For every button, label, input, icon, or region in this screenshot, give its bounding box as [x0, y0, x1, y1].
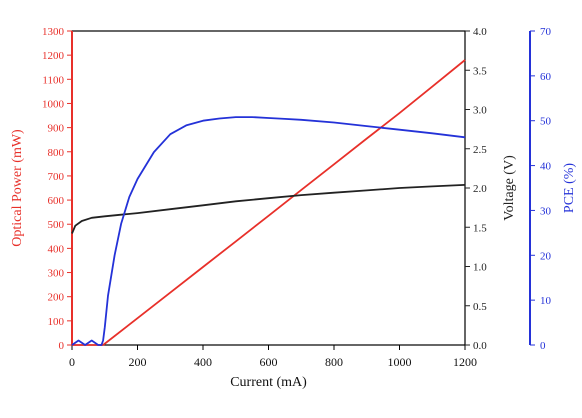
pce-tick-label: 60 — [540, 71, 552, 83]
pce-tick-label: 20 — [540, 250, 552, 262]
voltage-tick-label: 3.5 — [473, 65, 487, 77]
x-tick-label: 400 — [194, 355, 212, 369]
power-tick-label: 0 — [59, 340, 65, 352]
pce-tick-label: 50 — [540, 116, 552, 128]
power-tick-label: 1300 — [42, 26, 65, 38]
voltage-axis-label: Voltage (V) — [502, 155, 517, 221]
pce-tick-label: 40 — [540, 161, 552, 173]
power-tick-label: 400 — [48, 243, 65, 255]
pce-tick-label: 10 — [540, 295, 552, 307]
x-tick-label: 1000 — [388, 355, 412, 369]
x-tick-label: 600 — [260, 355, 278, 369]
pce-tick-label: 70 — [540, 26, 552, 38]
power-tick-label: 600 — [48, 195, 65, 207]
x-tick-label: 800 — [325, 355, 343, 369]
power-tick-label: 300 — [48, 268, 65, 280]
x-tick-label: 0 — [69, 355, 75, 369]
power-tick-label: 100 — [48, 316, 65, 328]
voltage-tick-label: 4.0 — [473, 26, 487, 38]
voltage-series-line — [71, 184, 466, 234]
power-series-line — [72, 59, 466, 346]
power-tick-label: 1100 — [42, 74, 64, 86]
pce-series-line — [71, 116, 466, 346]
pce-axis-label: PCE (%) — [562, 163, 577, 214]
x-tick-label: 1200 — [453, 355, 477, 369]
voltage-tick-label: 0.0 — [473, 340, 487, 352]
voltage-tick-label: 2.5 — [473, 144, 487, 156]
power-tick-label: 800 — [48, 147, 65, 159]
power-axis-label: Optical Power (mW) — [10, 129, 25, 247]
power-tick-label: 200 — [48, 292, 65, 304]
voltage-tick-label: 1.5 — [473, 222, 487, 234]
power-tick-label: 900 — [48, 123, 65, 135]
power-tick-label: 1200 — [42, 50, 65, 62]
voltage-tick-label: 3.0 — [473, 105, 487, 117]
voltage-tick-label: 0.5 — [473, 301, 487, 313]
pce-tick-label: 0 — [540, 340, 546, 352]
voltage-tick-label: 1.0 — [473, 262, 487, 274]
pce-tick-label: 30 — [540, 205, 552, 217]
x-tick-label: 200 — [129, 355, 147, 369]
power-tick-label: 700 — [48, 171, 65, 183]
voltage-tick-label: 2.0 — [473, 183, 487, 195]
power-tick-label: 1000 — [42, 98, 65, 110]
power-tick-label: 500 — [48, 219, 65, 231]
x-axis-label: Current (mA) — [230, 375, 307, 390]
